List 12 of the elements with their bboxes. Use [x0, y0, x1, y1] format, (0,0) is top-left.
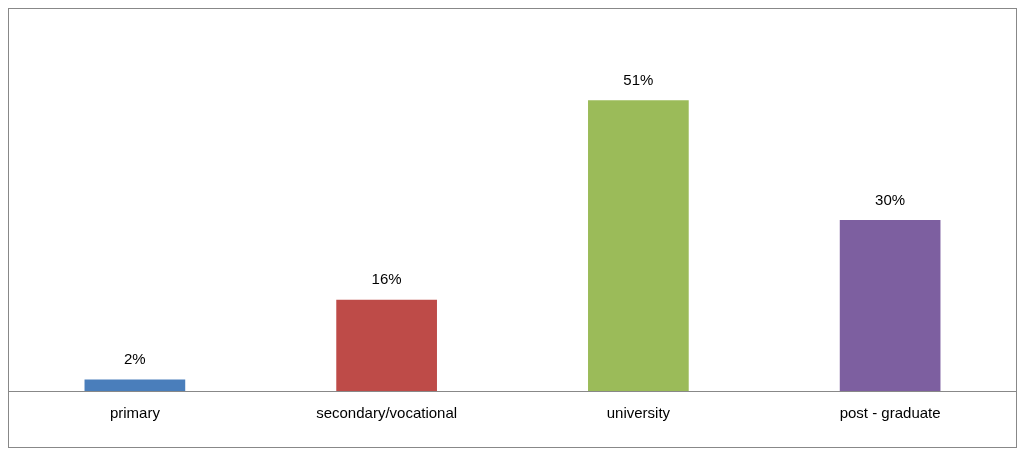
- bar: [839, 220, 941, 391]
- bar: [336, 299, 437, 391]
- data-label: 30%: [875, 190, 906, 208]
- x-tick-label: post - graduate: [839, 404, 941, 422]
- bar: [588, 100, 689, 391]
- x-tick-label: secondary/vocational: [316, 404, 458, 422]
- data-label: 2%: [124, 350, 146, 368]
- data-label: 51%: [623, 70, 654, 88]
- x-tick-label: primary: [109, 404, 161, 422]
- x-tick-label: university: [606, 404, 671, 422]
- bar: [84, 379, 186, 391]
- data-label: 16%: [371, 270, 402, 288]
